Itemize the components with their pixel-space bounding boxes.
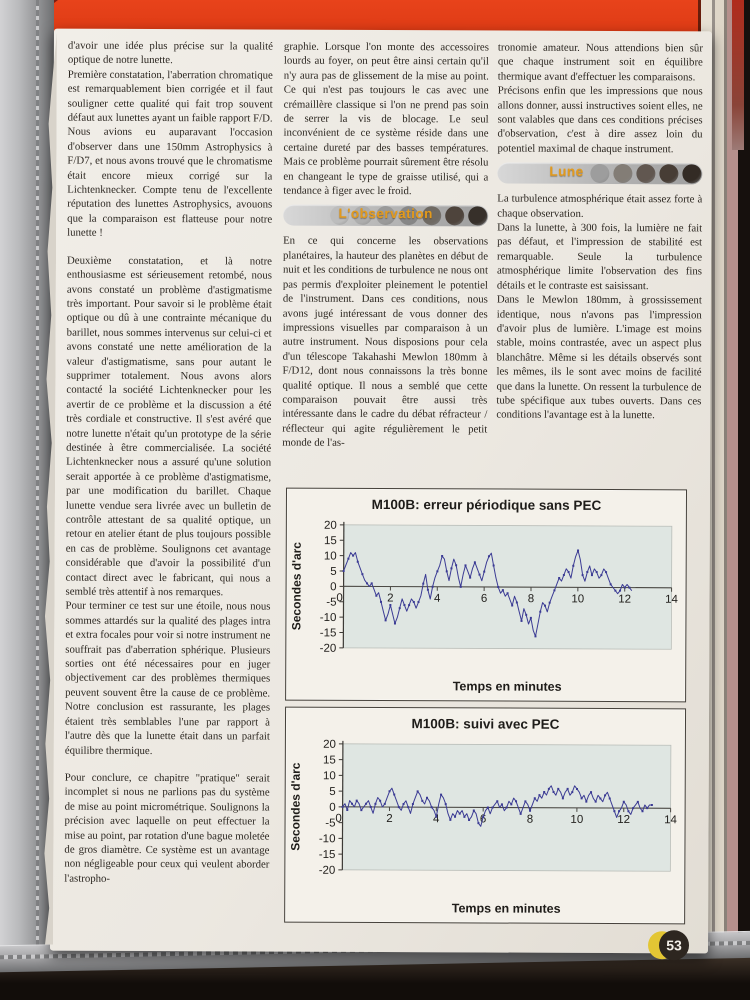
page-number: 53 <box>658 930 690 961</box>
page-stack-red-stripe <box>732 0 744 150</box>
text-column-right: tronomie amateur. Nous attendions bien s… <box>496 41 703 424</box>
svg-text:2: 2 <box>387 593 393 605</box>
svg-text:-20: -20 <box>320 643 337 655</box>
section-banner-lune: Lune <box>497 162 703 185</box>
svg-text:-15: -15 <box>320 627 337 639</box>
svg-text:-5: -5 <box>326 597 336 609</box>
svg-text:-20: -20 <box>319 865 336 877</box>
paragraph: Dans la lunette, à 300 fois, la lumière … <box>496 221 703 292</box>
svg-text:0: 0 <box>330 581 336 593</box>
svg-text:14: 14 <box>664 814 677 826</box>
svg-text:8: 8 <box>528 593 534 605</box>
svg-text:12: 12 <box>617 814 630 826</box>
svg-text:-10: -10 <box>320 612 337 624</box>
svg-text:2: 2 <box>386 813 392 825</box>
paragraph: En ce qui concerne les observations plan… <box>282 235 489 449</box>
svg-text:20: 20 <box>323 739 336 751</box>
text-column-left: d'avoir une idée plus précise sur la qua… <box>64 39 273 887</box>
paragraph: tronomie amateur. Nous attendions bien s… <box>497 41 703 84</box>
section-title: L'observation <box>338 206 433 222</box>
svg-text:15: 15 <box>324 535 337 547</box>
chart-svg: M100B: erreur périodique sans PEC2015105… <box>289 497 678 694</box>
page-number-badge: 53 <box>647 930 690 961</box>
svg-text:10: 10 <box>570 814 583 826</box>
svg-text:Temps en minutes: Temps en minutes <box>452 901 561 915</box>
text-column-middle: graphie. Lorsque l'on monte des accessoi… <box>282 40 489 451</box>
paragraph: Première constatation, l'aberration chro… <box>67 68 273 240</box>
svg-text:20: 20 <box>324 520 337 532</box>
svg-text:M100B: erreur périodique sans: M100B: erreur périodique sans PEC <box>372 497 602 513</box>
svg-text:10: 10 <box>324 551 337 563</box>
svg-text:0: 0 <box>329 802 335 814</box>
section-title: Lune <box>549 163 584 180</box>
chart-svg: M100B: suivi avec PEC20151050-5-10-15-20… <box>288 716 677 916</box>
svg-text:-10: -10 <box>319 833 336 845</box>
svg-text:12: 12 <box>618 594 631 606</box>
sleeve-stitching <box>36 0 39 1000</box>
paragraph-gap <box>67 240 272 254</box>
paragraph: Pour conclure, ce chapitre "pratique" se… <box>64 771 270 885</box>
paragraph-gap <box>65 758 270 772</box>
chart-tracking-with-pec: M100B: suivi avec PEC 20 15 10 5 0 -5 -10 -15 -20… <box>284 706 687 925</box>
paragraph: La turbulence atmosphérique était assez … <box>497 192 703 220</box>
svg-text:10: 10 <box>571 593 584 605</box>
paragraph: Dans le Mewlon 180mm, à grossissement id… <box>496 293 702 422</box>
svg-text:8: 8 <box>527 814 533 826</box>
paragraph: Précisons enfin que les impressions que … <box>497 84 703 156</box>
svg-text:Secondes d'arc: Secondes d'arc <box>288 762 302 851</box>
binder-sleeve-left <box>0 0 54 1000</box>
svg-text:4: 4 <box>433 813 440 825</box>
svg-text:-5: -5 <box>325 818 335 830</box>
svg-text:5: 5 <box>329 786 335 798</box>
paragraph: Pour terminer ce test sur une étoile, no… <box>64 600 271 757</box>
paragraph: Deuxième constatation, et là notre entho… <box>65 254 273 599</box>
svg-text:Temps en minutes: Temps en minutes <box>453 679 562 693</box>
chart-periodic-error-no-pec: M100B: erreur périodique sans PEC 20 15 10 5… <box>285 487 688 703</box>
paragraph: graphie. Lorsque l'on monte des accessoi… <box>283 40 489 198</box>
svg-text:0: 0 <box>335 813 341 825</box>
section-banner-observation: L'observation <box>283 205 489 227</box>
svg-text:15: 15 <box>323 754 336 766</box>
svg-text:Secondes d'arc: Secondes d'arc <box>289 542 303 631</box>
svg-text:5: 5 <box>330 566 336 578</box>
svg-text:6: 6 <box>480 813 486 825</box>
svg-text:10: 10 <box>323 770 336 782</box>
svg-text:4: 4 <box>434 593 441 605</box>
svg-text:14: 14 <box>665 594 678 606</box>
svg-text:-15: -15 <box>319 849 336 861</box>
svg-text:0: 0 <box>336 592 342 604</box>
svg-text:M100B: suivi avec PEC: M100B: suivi avec PEC <box>412 716 560 732</box>
magazine-page: d'avoir une idée plus précise sur la qua… <box>50 28 713 961</box>
svg-text:6: 6 <box>481 593 487 605</box>
paragraph: d'avoir une idée plus précise sur la qua… <box>67 39 273 67</box>
